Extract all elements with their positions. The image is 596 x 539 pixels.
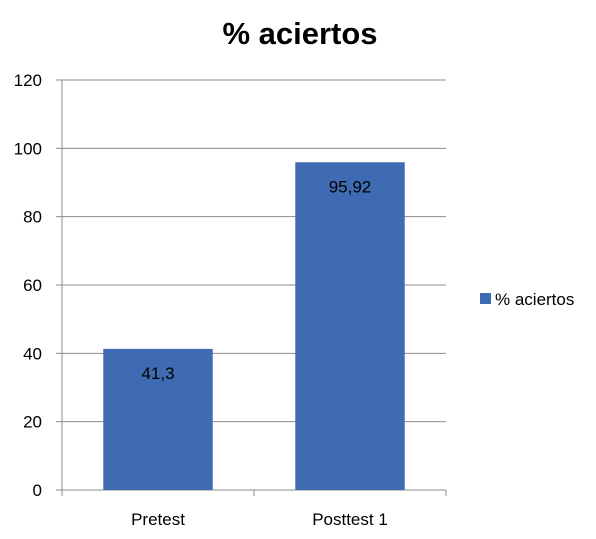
legend: % aciertos bbox=[480, 290, 574, 309]
bar bbox=[103, 348, 213, 490]
y-tick-label: 120 bbox=[14, 71, 42, 90]
y-tick-label: 60 bbox=[23, 276, 42, 295]
data-labels: 41,3 95,92 bbox=[141, 177, 371, 383]
bars bbox=[103, 162, 405, 491]
y-tick-label: 0 bbox=[33, 481, 42, 500]
legend-swatch bbox=[480, 293, 491, 304]
y-tick-label: 80 bbox=[23, 208, 42, 227]
y-tick-label: 40 bbox=[23, 344, 42, 363]
x-tick-label: Posttest 1 bbox=[312, 510, 388, 529]
x-tick-label: Pretest bbox=[131, 510, 185, 529]
data-label: 95,92 bbox=[329, 177, 372, 196]
bar bbox=[295, 162, 405, 491]
data-label: 41,3 bbox=[141, 364, 174, 383]
legend-label: % aciertos bbox=[495, 290, 574, 309]
y-tick-label: 100 bbox=[14, 139, 42, 158]
chart-title: % aciertos bbox=[222, 16, 377, 51]
y-tick-label: 20 bbox=[23, 413, 42, 432]
